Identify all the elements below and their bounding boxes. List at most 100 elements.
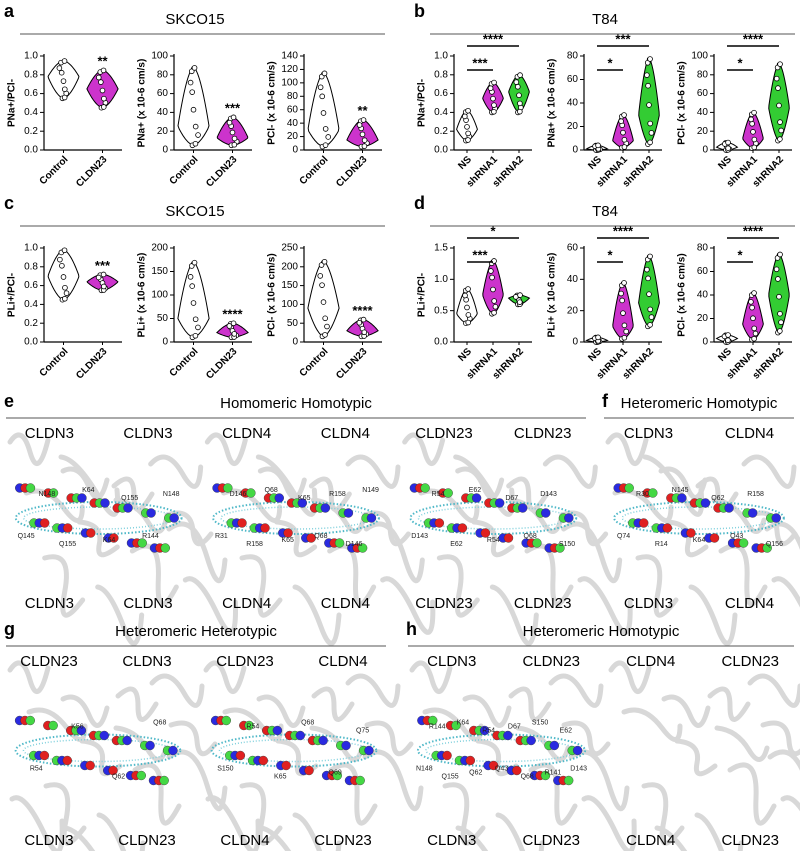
protein-ribbon <box>760 720 800 757</box>
panel-title: Heteromeric Homotypic <box>621 395 778 412</box>
residue-label: R144 <box>429 723 446 730</box>
y-tick-label: 250 <box>281 243 298 254</box>
protein-ribbon <box>621 707 683 742</box>
protein-ribbon <box>76 519 120 558</box>
protein-label: CLDN3 <box>624 595 673 612</box>
data-dot <box>490 286 496 293</box>
protein-ribbon <box>542 454 598 489</box>
data-dot <box>725 145 731 151</box>
residue-sphere <box>223 483 233 493</box>
data-dot <box>647 306 653 313</box>
data-dot <box>619 297 625 304</box>
y-tick-label: 40 <box>157 107 169 118</box>
residue-label: R54 <box>30 765 43 772</box>
sig-label: * <box>737 55 743 70</box>
y-tick-label: 0 <box>292 337 298 348</box>
residue-label: R31 <box>215 533 228 540</box>
data-dot <box>491 298 497 304</box>
residue-sphere <box>86 528 96 538</box>
data-dot <box>750 315 756 322</box>
y-tick-label: 60 <box>697 266 709 277</box>
protein-ribbon <box>42 554 86 618</box>
data-dot <box>725 139 731 146</box>
data-dot <box>462 113 468 120</box>
protein-ribbon <box>455 466 505 500</box>
protein-label: CLDN23 <box>721 653 779 670</box>
protein-ribbon <box>95 584 145 646</box>
residue-sphere <box>364 745 374 756</box>
y-tick-label: 0 <box>162 337 168 348</box>
residue-sphere <box>272 725 283 736</box>
y-axis-label: PCl- (x 10-6 cm/s) <box>267 61 278 144</box>
residue-sphere <box>237 518 247 528</box>
panel-title: T84 <box>592 11 618 28</box>
residue-sphere <box>318 735 328 746</box>
data-dot <box>356 319 363 326</box>
protein-label: CLDN23 <box>415 425 473 442</box>
residue-label: N148 <box>38 491 55 498</box>
y-tick-label: 1.5 <box>434 243 448 254</box>
data-dot <box>489 274 495 281</box>
data-dot <box>319 93 326 100</box>
data-dot <box>62 295 68 302</box>
residue-sphere <box>503 730 513 741</box>
x-tick-label: Control <box>298 346 331 379</box>
data-dot <box>595 334 601 341</box>
data-dot <box>317 273 324 279</box>
residue-sphere <box>517 503 528 513</box>
residue-sphere <box>160 543 170 553</box>
y-tick-label: 0 <box>702 145 708 156</box>
y-tick-label: 40 <box>287 118 299 129</box>
residue-label: R158 <box>246 541 263 548</box>
data-dot <box>752 330 759 337</box>
protein-ribbon <box>577 576 633 635</box>
residue-sphere <box>677 493 687 503</box>
residue-sphere <box>137 538 147 548</box>
y-tick-label: 0.4 <box>24 299 38 310</box>
data-dot <box>725 332 731 338</box>
protein-label: CLDN4 <box>626 832 675 849</box>
panel-title: Homomeric Homotypic <box>220 395 372 412</box>
residue-label: E62 <box>450 541 463 548</box>
y-tick-label: 1.0 <box>434 274 448 285</box>
data-dot <box>777 136 783 142</box>
protein-ribbon <box>113 725 169 762</box>
data-dot <box>63 290 70 296</box>
residue-sphere <box>39 518 50 528</box>
residue-sphere <box>451 720 461 731</box>
data-dot <box>322 142 329 148</box>
protein-ribbon <box>780 795 800 812</box>
residue-label: Q68 <box>301 719 314 726</box>
residue-label: Q75 <box>356 727 369 734</box>
x-tick-label: Control <box>168 346 201 379</box>
data-dot <box>750 129 756 135</box>
data-dot <box>60 274 67 280</box>
protein-ribbon <box>115 686 159 722</box>
protein-ribbon <box>495 812 545 851</box>
data-dot <box>595 142 601 149</box>
data-dot <box>465 107 471 114</box>
x-tick-label: CLDN23 <box>74 154 110 190</box>
y-tick-label: 0.6 <box>24 88 38 99</box>
residue-sphere <box>244 720 254 731</box>
data-dot <box>56 65 63 71</box>
protein-ribbon <box>453 454 515 517</box>
sig-label: *** <box>615 31 631 46</box>
residue-sphere <box>771 513 781 523</box>
x-tick-label: NS <box>456 346 474 364</box>
sig-label: * <box>607 247 613 262</box>
data-dot <box>187 79 194 86</box>
protein-ribbon <box>292 812 342 851</box>
data-dot <box>777 310 783 317</box>
residue-label: Q156 <box>766 541 783 548</box>
residue-sphere <box>320 503 331 513</box>
panel-letter: g <box>4 619 15 639</box>
protein-ribbon <box>309 725 365 762</box>
protein-label: CLDN23 <box>314 832 372 849</box>
sig-label: ** <box>97 54 108 69</box>
residue-label: R141 <box>545 769 562 776</box>
residue-label: Q62 <box>112 773 125 780</box>
complex: CLDN4 CLDN23 CLDN4 CLDN23 <box>608 653 800 851</box>
x-tick-label: Control <box>38 154 71 187</box>
data-dot <box>725 337 731 344</box>
